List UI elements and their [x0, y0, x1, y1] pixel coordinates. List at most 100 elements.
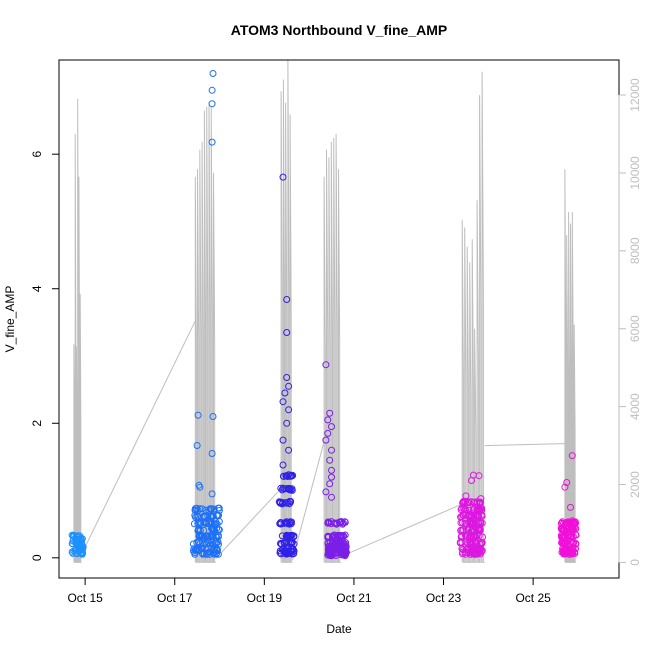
- x-axis-label: Date: [326, 622, 352, 636]
- data-point: [209, 413, 217, 420]
- data-point: [279, 173, 287, 181]
- y2-axis: 0 2000 4000 6000 8000 10000 12000: [618, 78, 642, 566]
- data-point: [279, 499, 287, 507]
- data-point: [192, 545, 200, 553]
- data-point: [324, 540, 332, 548]
- data-point: [477, 518, 484, 526]
- data-point: [325, 519, 333, 527]
- data-point: [567, 503, 574, 511]
- x-tick-label: Oct 21: [336, 591, 372, 605]
- spike-bridge-line: [484, 443, 565, 447]
- data-point: [208, 490, 216, 498]
- data-point: [283, 419, 291, 427]
- data-point: [459, 548, 467, 556]
- spike-line: [461, 71, 485, 563]
- data-point: [336, 519, 344, 526]
- y2-tick-label: 12000: [628, 78, 642, 112]
- data-point: [78, 548, 86, 556]
- data-point: [206, 550, 214, 558]
- y-axis-label: V_fine_AMP: [3, 286, 17, 353]
- data-point: [467, 498, 475, 506]
- x-tick-label: Oct 25: [515, 591, 551, 605]
- spike-line: [280, 59, 293, 563]
- data-point: [205, 507, 213, 514]
- data-point: [281, 389, 289, 397]
- data-point: [464, 545, 472, 553]
- data-point: [322, 488, 330, 496]
- data-point: [558, 525, 566, 533]
- data-point: [194, 520, 202, 528]
- data-point: [468, 477, 475, 484]
- data-point: [69, 536, 77, 544]
- spike-bridge-line: [291, 441, 325, 561]
- data-point: [284, 498, 292, 506]
- data-point: [325, 543, 333, 551]
- data-point: [279, 436, 287, 444]
- data-point: [469, 539, 477, 547]
- data-point: [194, 411, 202, 419]
- data-point: [193, 504, 201, 512]
- data-point: [472, 512, 480, 520]
- data-point: [282, 485, 290, 493]
- y2-tick-label: 10000: [628, 156, 642, 190]
- data-point: [78, 543, 86, 551]
- data-point: [472, 533, 480, 541]
- data-point: [191, 550, 199, 558]
- data-point: [196, 483, 204, 491]
- x-tick-label: Oct 23: [426, 591, 462, 605]
- data-point: [193, 513, 201, 521]
- scatter-points: [68, 70, 580, 560]
- data-point: [472, 550, 480, 558]
- data-point: [286, 518, 294, 526]
- data-point: [214, 550, 222, 558]
- data-point: [560, 550, 568, 558]
- data-point: [341, 542, 348, 550]
- x-tick-label: Oct 17: [157, 591, 193, 605]
- data-point: [278, 486, 286, 494]
- data-point: [202, 519, 210, 527]
- data-point: [470, 531, 478, 539]
- data-point: [76, 547, 84, 554]
- data-point: [205, 518, 213, 526]
- data-point: [210, 505, 218, 513]
- data-point: [68, 531, 76, 539]
- data-point: [208, 532, 216, 540]
- spike-bridge-line: [215, 488, 282, 559]
- spike-line: [194, 102, 216, 563]
- data-point: [213, 546, 221, 554]
- y2-tick-label: 6000: [628, 315, 642, 342]
- data-point: [457, 513, 465, 521]
- y-tick-label: 0: [30, 554, 44, 561]
- data-point: [333, 532, 341, 540]
- data-point: [322, 436, 330, 444]
- data-point: [211, 526, 219, 534]
- y-tick-label: 2: [30, 420, 44, 427]
- data-point: [326, 456, 334, 464]
- data-point: [282, 549, 290, 557]
- data-point: [208, 100, 216, 108]
- data-point: [202, 546, 210, 554]
- data-point: [568, 517, 576, 525]
- data-point: [478, 504, 486, 512]
- data-point: [568, 452, 576, 460]
- data-point: [561, 520, 569, 528]
- y-tick-label: 6: [30, 151, 44, 158]
- data-point: [328, 466, 335, 474]
- data-point: [457, 527, 465, 535]
- data-point: [281, 519, 289, 526]
- y-tick-label: 4: [30, 285, 44, 292]
- data-point: [324, 429, 332, 437]
- data-point: [195, 527, 203, 535]
- data-point: [330, 532, 338, 540]
- data-point: [287, 486, 295, 494]
- data-point: [328, 493, 335, 501]
- data-point: [208, 138, 216, 146]
- data-point: [289, 545, 297, 552]
- data-point: [212, 520, 220, 528]
- data-point: [473, 545, 481, 553]
- data-point: [324, 416, 332, 424]
- data-point: [280, 519, 288, 527]
- data-point: [458, 512, 466, 520]
- data-point: [290, 532, 298, 540]
